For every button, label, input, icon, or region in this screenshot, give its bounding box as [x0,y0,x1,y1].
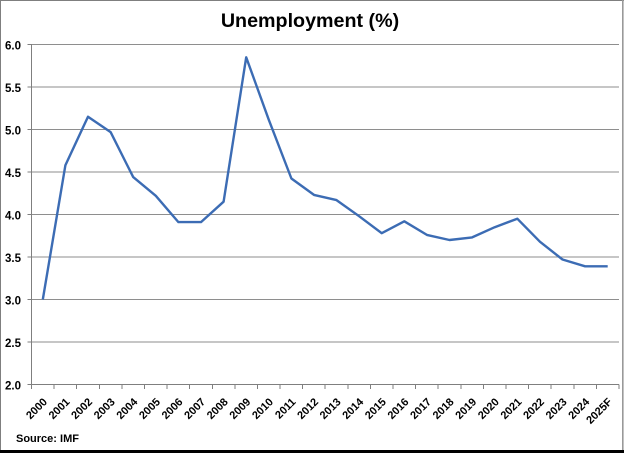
svg-text:2013: 2013 [318,396,344,422]
svg-text:2021: 2021 [499,396,525,422]
svg-text:5.5: 5.5 [5,83,22,95]
svg-text:4.5: 4.5 [5,168,22,180]
svg-text:6.0: 6.0 [5,40,21,52]
svg-text:2003: 2003 [92,396,118,422]
svg-text:2018: 2018 [431,396,457,422]
svg-text:3.0: 3.0 [5,295,21,307]
svg-text:2010: 2010 [250,396,276,422]
svg-text:2002: 2002 [69,396,95,422]
svg-text:2020: 2020 [476,396,502,422]
svg-text:3.5: 3.5 [5,253,22,265]
svg-text:Unemployment (%): Unemployment (%) [221,10,399,32]
svg-text:2007: 2007 [182,396,208,422]
svg-text:2.5: 2.5 [5,338,22,350]
svg-text:2006: 2006 [160,396,186,422]
svg-text:2025F: 2025F [584,396,615,427]
svg-text:2000: 2000 [24,396,50,422]
svg-text:2005: 2005 [137,396,163,422]
svg-text:2022: 2022 [521,396,547,422]
svg-text:2009: 2009 [228,396,254,422]
svg-text:2011: 2011 [273,396,298,421]
svg-text:2014: 2014 [340,396,366,422]
svg-text:2.0: 2.0 [5,380,21,392]
svg-text:2016: 2016 [386,396,412,422]
svg-text:2017: 2017 [408,396,434,422]
svg-text:2012: 2012 [295,396,321,422]
svg-text:Source: IMF: Source: IMF [16,433,79,445]
svg-text:2023: 2023 [544,396,570,422]
svg-text:4.0: 4.0 [5,210,21,222]
svg-text:2019: 2019 [453,396,479,422]
svg-text:2008: 2008 [205,396,231,422]
svg-text:2015: 2015 [363,396,389,422]
svg-text:2001: 2001 [47,396,73,422]
svg-text:2004: 2004 [115,396,141,422]
svg-text:5.0: 5.0 [5,125,21,137]
